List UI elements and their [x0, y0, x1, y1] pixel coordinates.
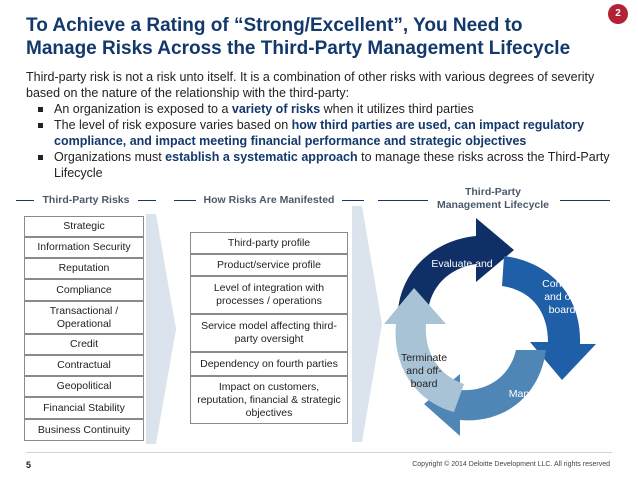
page-number: 5	[26, 460, 32, 470]
manifested-cell: Impact on customers, reputation, financi…	[190, 376, 348, 424]
risk-cell: Geopolitical	[24, 376, 144, 397]
risk-cell: Transactional / Operational	[24, 301, 144, 334]
risk-cell: Strategic	[24, 216, 144, 237]
manage-label: Manage and monitor	[508, 388, 568, 413]
risk-cell: Business Continuity	[24, 419, 144, 441]
terminate-label: Terminate and off-board	[400, 352, 448, 390]
risk-cell: Reputation	[24, 258, 144, 279]
manifested-header: How Risks Are Manifested	[203, 194, 335, 206]
intro-text: Third-party risk is not a risk unto itse…	[26, 70, 595, 100]
lifecycle-cycle-diagram	[384, 218, 596, 436]
risks-header: Third-Party Risks	[42, 194, 130, 206]
header-rule	[560, 200, 610, 201]
manifested-cell: Level of integration with processes / op…	[190, 276, 348, 314]
chevron-arrow-icon	[352, 206, 382, 442]
bullet-square-icon	[38, 155, 43, 160]
page-title: To Achieve a Rating of “Strong/Excellent…	[26, 15, 571, 59]
lifecycle-header: Third-Party Management Lifecycle	[436, 186, 550, 211]
manifested-column: Third-party profile Product/service prof…	[190, 232, 348, 424]
footer-divider	[26, 452, 612, 453]
bullet-item: An organization is exposed to a variety …	[36, 101, 626, 117]
manifested-cell: Product/service profile	[190, 254, 348, 276]
risk-cell: Financial Stability	[24, 397, 144, 419]
manage-segment	[424, 350, 546, 436]
risks-column: Strategic Information Security Reputatio…	[24, 216, 144, 441]
manifested-cell: Third-party profile	[190, 232, 348, 254]
evaluate-segment	[398, 218, 514, 312]
bullet-square-icon	[38, 107, 43, 112]
header-rule	[16, 200, 34, 201]
terminate-segment	[384, 288, 464, 412]
contract-label: Contract and on-board	[542, 278, 582, 316]
risk-cell: Credit	[24, 334, 144, 355]
copyright-text: Copyright © 2014 Deloitte Development LL…	[412, 461, 610, 468]
chevron-arrow-icon	[146, 214, 176, 444]
manifested-cell: Service model affecting third-party over…	[190, 314, 348, 352]
bullet-item: Organizations must establish a systemati…	[36, 149, 626, 181]
header-rule	[138, 200, 156, 201]
bullet-square-icon	[38, 123, 43, 128]
risk-cell: Information Security	[24, 237, 144, 258]
bullet-list: An organization is exposed to a variety …	[36, 101, 626, 181]
header-rule	[378, 200, 428, 201]
bullet-item: The level of risk exposure varies based …	[36, 117, 626, 149]
risk-cell: Contractual	[24, 355, 144, 376]
evaluate-label: Evaluate and select	[431, 258, 493, 283]
contract-segment	[502, 256, 596, 380]
header-rule	[174, 200, 196, 201]
manifested-cell: Dependency on fourth parties	[190, 352, 348, 376]
page-badge: 2	[608, 4, 628, 24]
risk-cell: Compliance	[24, 279, 144, 301]
header-rule	[342, 200, 364, 201]
